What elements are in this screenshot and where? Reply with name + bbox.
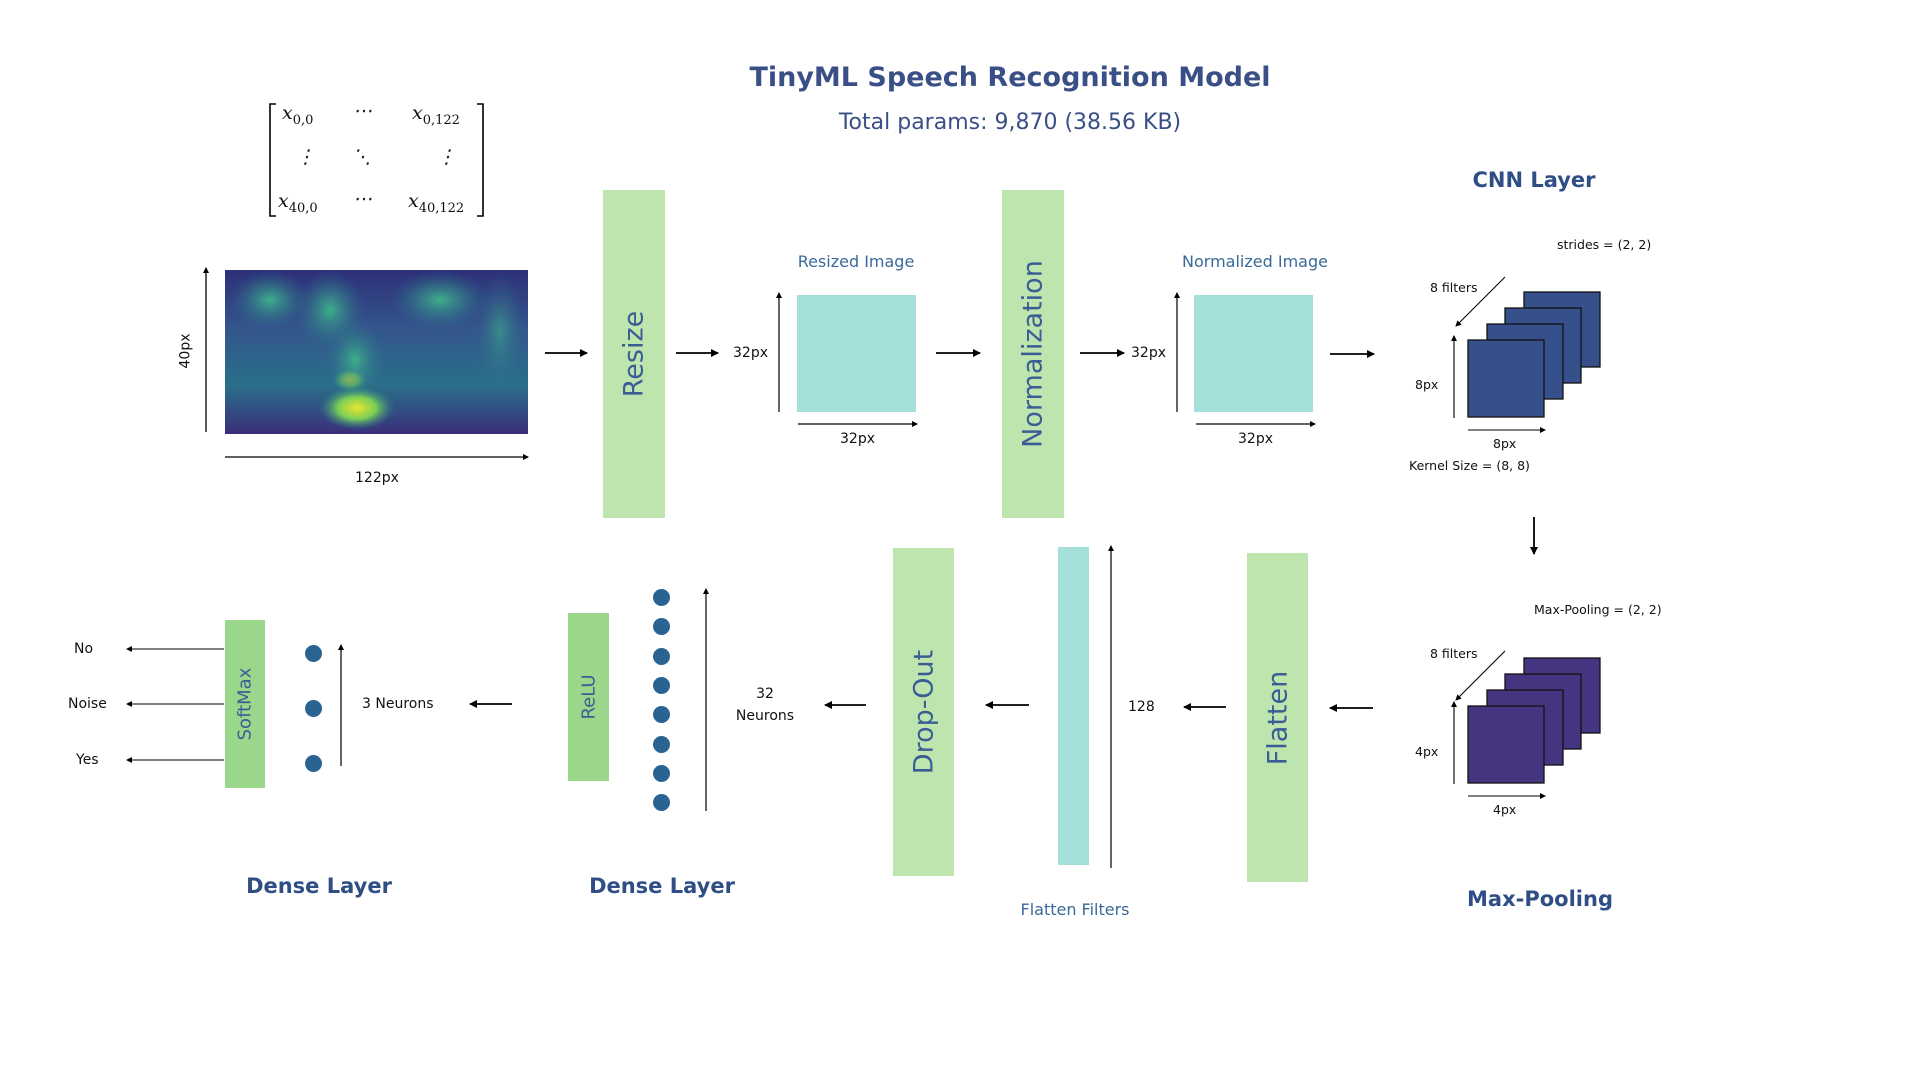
matrix-bottom-left: x40,0 — [278, 190, 318, 216]
cnn-filter-stack — [1467, 291, 1601, 418]
pool-height-label: 4px — [1415, 744, 1439, 759]
page-title: TinyML Speech Recognition Model — [749, 62, 1271, 93]
resize-label: Resize — [618, 310, 650, 398]
dropout-label: Drop-Out — [908, 649, 939, 775]
normalized-image — [1194, 295, 1313, 412]
pool-filters-label: 8 filters — [1430, 646, 1478, 661]
flatten-label: Flatten — [1262, 670, 1293, 765]
dense-softmax-title: Dense Layer — [246, 874, 392, 898]
matrix-right-bracket — [477, 103, 484, 217]
normalized-height-label: 32px — [1131, 345, 1166, 361]
relu-label: ReLU — [578, 674, 599, 720]
matrix-d-dots: ⋱ — [352, 146, 371, 168]
neuron-dot — [305, 645, 322, 662]
output-noise: Noise — [68, 696, 107, 712]
max-pooling-size: Max-Pooling = (2, 2) — [1534, 602, 1662, 617]
matrix-top-right: x0,122 — [412, 102, 460, 128]
flatten-filters-caption: Flatten Filters — [1020, 900, 1130, 919]
flatten-block: Flatten — [1247, 553, 1308, 882]
dense-relu-title: Dense Layer — [589, 874, 735, 898]
neuron-dot — [653, 676, 670, 694]
softmax-label: SoftMax — [234, 667, 256, 741]
cnn-strides: strides = (2, 2) — [1557, 237, 1652, 252]
neuron-dot — [653, 618, 670, 636]
neuron-dot — [305, 755, 322, 772]
resized-height-label: 32px — [733, 345, 768, 361]
neuron-dot — [653, 764, 670, 782]
neuron-dot — [305, 700, 322, 717]
matrix-bottom-right: x40,122 — [408, 190, 465, 216]
resized-image-caption: Resized Image — [797, 252, 915, 271]
relu-block: ReLU — [568, 613, 609, 781]
matrix-top-left: x0,0 — [282, 102, 314, 128]
spectrogram-image — [225, 270, 528, 434]
matrix-v-dots-left: ⋮ — [296, 146, 315, 168]
resize-block: Resize — [603, 190, 665, 518]
pool-filter-stack — [1467, 657, 1601, 784]
matrix-h-dots-top: ⋯ — [353, 100, 372, 122]
pool-width-label: 4px — [1493, 802, 1517, 817]
input-height-label: 40px — [177, 333, 194, 369]
flatten-size-label: 128 — [1128, 699, 1155, 715]
cnn-height-label: 8px — [1415, 377, 1439, 392]
matrix-h-dots-bottom: ⋯ — [353, 188, 372, 210]
softmax-neurons-label: 3 Neurons — [362, 696, 434, 712]
flatten-filters-bar — [1058, 547, 1089, 865]
cnn-layer-title: CNN Layer — [1472, 168, 1596, 192]
neuron-dot — [653, 735, 670, 753]
dropout-block: Drop-Out — [893, 548, 954, 876]
output-yes: Yes — [76, 752, 99, 768]
normalized-width-label: 32px — [1238, 431, 1273, 447]
output-no: No — [74, 641, 94, 657]
max-pooling-title: Max-Pooling — [1467, 887, 1613, 911]
input-width-label: 122px — [355, 470, 399, 486]
softmax-block: SoftMax — [225, 620, 265, 788]
matrix-v-dots-right: ⋮ — [437, 146, 456, 168]
neuron-dot — [653, 794, 670, 812]
page-subtitle: Total params: 9,870 (38.56 KB) — [838, 110, 1182, 135]
normalized-image-caption: Normalized Image — [1182, 252, 1328, 271]
cnn-kernel-size: Kernel Size = (8, 8) — [1409, 458, 1530, 473]
cnn-filters-label: 8 filters — [1430, 280, 1478, 295]
neuron-dot — [653, 647, 670, 665]
matrix-left-bracket — [269, 103, 276, 217]
relu-neurons-count: 32 — [756, 686, 774, 702]
relu-neurons-word: Neurons — [735, 708, 795, 724]
resized-width-label: 32px — [840, 431, 875, 447]
neuron-dot — [653, 589, 670, 606]
normalization-label: Normalization — [1017, 260, 1049, 448]
normalization-block: Normalization — [1002, 190, 1064, 518]
resized-image — [797, 295, 916, 412]
cnn-width-label: 8px — [1493, 436, 1517, 451]
neuron-dot — [653, 706, 670, 724]
